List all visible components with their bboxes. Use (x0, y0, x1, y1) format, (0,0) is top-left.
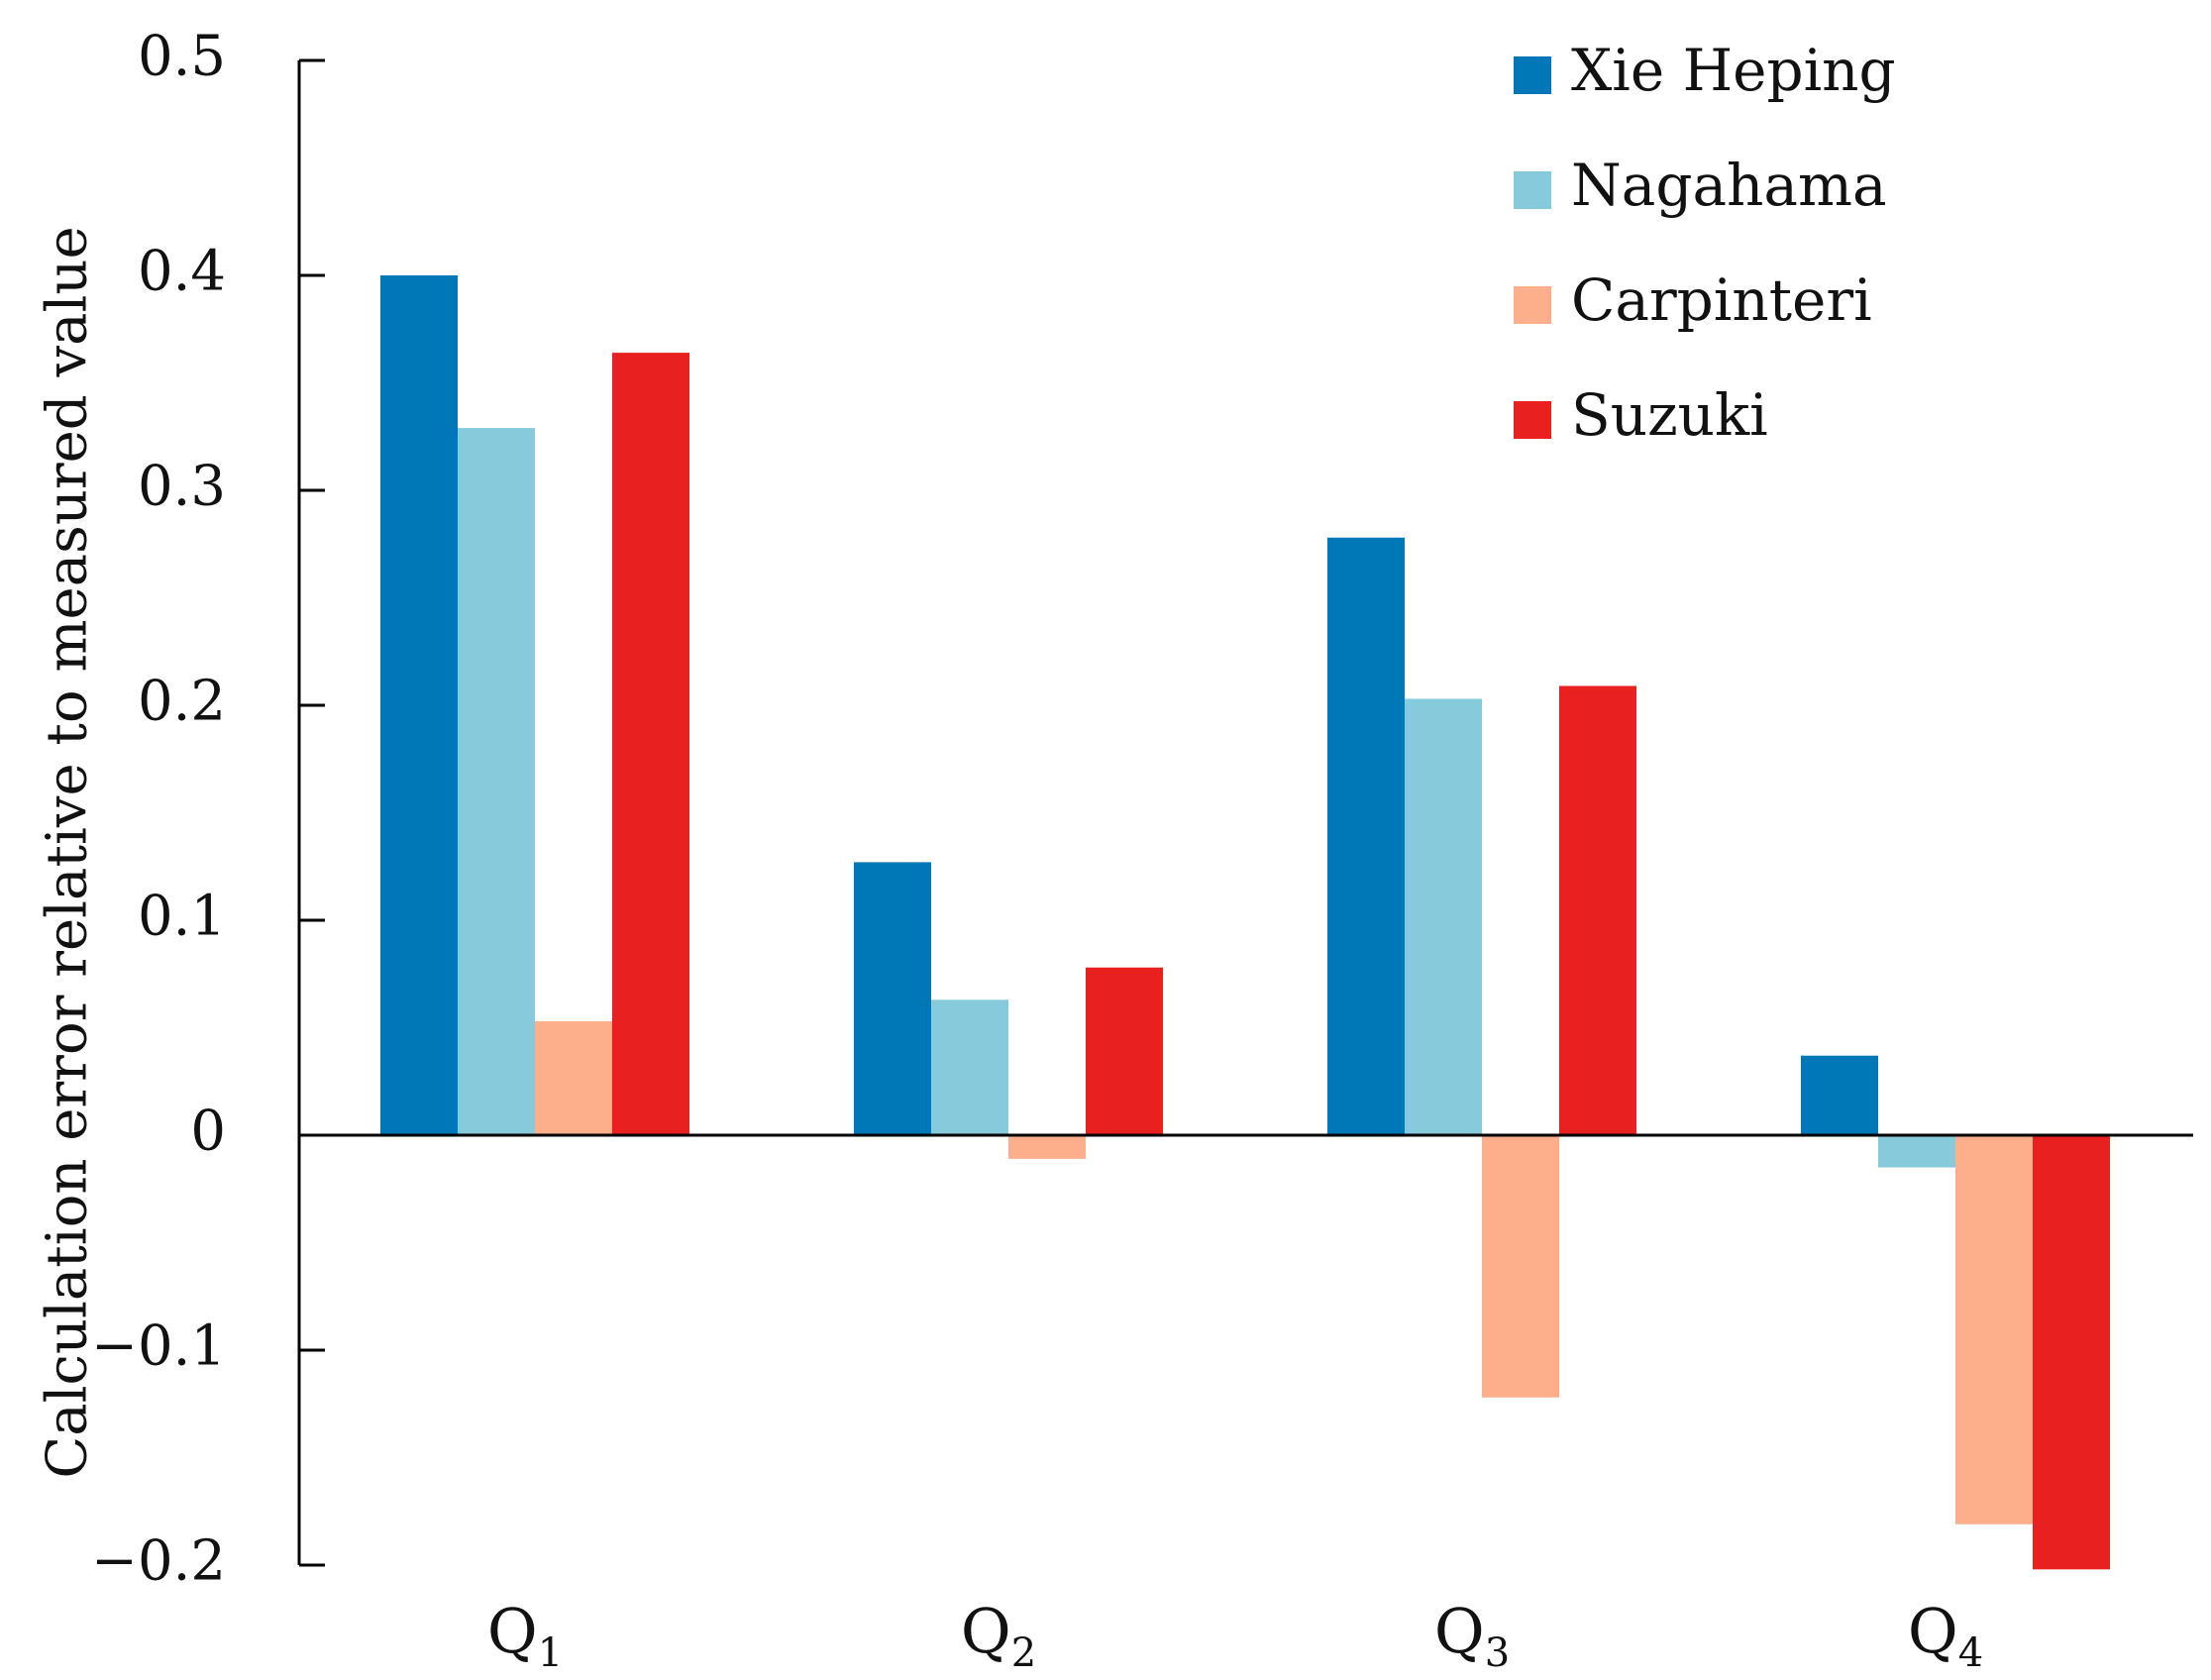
legend-label-nagahama: Nagahama (1571, 152, 1887, 219)
bar-xie-heping-q4 (1801, 1055, 1878, 1135)
legend-swatch-xie-heping (1514, 56, 1551, 94)
x-category-label: Q4 (1908, 1595, 1983, 1676)
bar-nagahama-q4 (1878, 1135, 1955, 1168)
bar-nagahama-q3 (1405, 698, 1482, 1135)
x-category-label: Q3 (1434, 1595, 1510, 1676)
y-axis-title: Calculation error relative to measured v… (36, 226, 100, 1478)
y-tick-label: 0.4 (138, 240, 226, 304)
legend-label-xie-heping: Xie Heping (1571, 37, 1896, 104)
legend-label-suzuki: Suzuki (1571, 381, 1768, 449)
bar-xie-heping-q3 (1327, 537, 1405, 1135)
bar-nagahama-q2 (931, 999, 1008, 1135)
bar-carpinteri-q4 (1955, 1135, 2033, 1524)
bar-suzuki-q3 (1559, 685, 1636, 1135)
y-axis-title-group: Calculation error relative to measured v… (36, 226, 100, 1478)
bar-carpinteri-q3 (1482, 1135, 1559, 1398)
x-labels-layer: Q1 Q2 Q3 Q4 (487, 1595, 1983, 1676)
legend-swatch-carpinteri (1514, 286, 1551, 324)
legend: Xie Heping Nagahama Carpinteri Suzuki (1514, 37, 1896, 449)
legend-swatch-nagahama (1514, 171, 1551, 209)
legend-swatch-suzuki (1514, 401, 1551, 439)
bar-carpinteri-q2 (1008, 1135, 1086, 1159)
bar-xie-heping-q2 (854, 862, 931, 1135)
x-category-label: Q1 (487, 1595, 563, 1676)
bar-suzuki-q2 (1086, 967, 1163, 1135)
bar-carpinteri-q1 (535, 1020, 612, 1135)
bar-suzuki-q4 (2033, 1135, 2110, 1570)
bar-nagahama-q1 (458, 428, 535, 1135)
bar-xie-heping-q1 (380, 275, 458, 1135)
y-tick-label: 0.2 (138, 670, 226, 734)
y-tick-label: 0.1 (138, 885, 226, 949)
axes-layer (297, 60, 2193, 1565)
bar-suzuki-q1 (612, 353, 689, 1135)
x-category-label: Q2 (961, 1595, 1036, 1676)
y-tick-label: 0 (190, 1100, 226, 1164)
y-ticks-layer: 0.5 0.4 0.3 0.2 0.1 0 −0.1 −0.2 (91, 25, 325, 1594)
legend-label-carpinteri: Carpinteri (1571, 266, 1872, 334)
bars-layer (380, 275, 2110, 1570)
y-tick-label: −0.1 (91, 1314, 226, 1379)
y-tick-label: 0.3 (138, 455, 226, 519)
y-tick-label: −0.2 (91, 1529, 226, 1594)
y-tick-label: 0.5 (138, 25, 226, 89)
